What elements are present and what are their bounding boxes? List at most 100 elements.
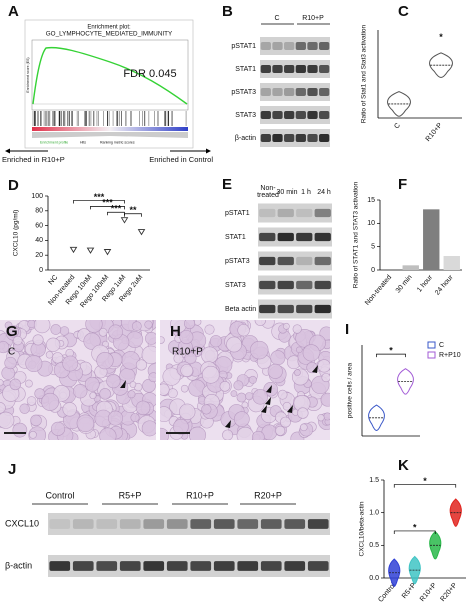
sig-label: ***: [111, 204, 122, 214]
cell: [141, 420, 156, 437]
y-tick-label: 0.0: [369, 575, 379, 582]
cell: [241, 401, 249, 409]
row-label: STAT1: [235, 66, 256, 73]
y-tick-label: 0.5: [369, 542, 379, 549]
row-label: pSTAT1: [231, 43, 256, 50]
cell: [179, 330, 194, 345]
panel-letter: B: [222, 3, 233, 20]
blot-band: [319, 42, 330, 50]
blot-band: [272, 65, 283, 73]
blot-band: [237, 561, 259, 571]
sig-bracket: [124, 213, 142, 217]
cell: [41, 392, 60, 411]
y-label: positive cells / area: [347, 362, 354, 418]
blot-band: [284, 519, 306, 529]
y-tick-label: 0: [39, 267, 43, 274]
panel-letter: F: [398, 176, 407, 193]
x-tick-label: R5+P: [401, 582, 418, 600]
violin-outline: [397, 368, 414, 395]
cell: [302, 344, 320, 362]
blot-band: [259, 232, 276, 242]
x-tick-label: R20+P: [439, 582, 458, 603]
column-label: 30 min: [276, 189, 297, 196]
row-label: pSTAT3: [231, 89, 256, 96]
blot-band: [213, 519, 235, 529]
cell: [180, 384, 189, 393]
cell: [89, 392, 97, 400]
row-label: CXCL10: [5, 518, 39, 528]
cell: [233, 411, 250, 427]
cell: [172, 418, 189, 435]
y-label: Enrichment score (ES): [26, 57, 30, 92]
blot-bg: [258, 227, 332, 247]
blot-band: [260, 88, 271, 96]
sig-label: *: [413, 522, 417, 532]
cell: [25, 379, 33, 388]
cell: [0, 379, 4, 387]
cell: [230, 390, 238, 398]
cell: [321, 372, 330, 383]
blot-band: [307, 42, 318, 50]
cell: [148, 372, 156, 383]
cell: [299, 423, 308, 432]
cell: [184, 351, 197, 365]
gsea-title: Enrichment plot:: [87, 25, 131, 31]
group-label: R10+P: [186, 490, 214, 500]
legend-swatch: [427, 341, 436, 349]
x-tick-label: 30 min: [395, 274, 414, 295]
blot-band: [314, 256, 331, 266]
x-tick-label: 1 hour: [416, 273, 435, 293]
cell: [83, 332, 101, 350]
y-tick-label: 40: [35, 237, 43, 244]
blot-band: [284, 561, 306, 571]
blot-band: [307, 111, 318, 119]
blot-band: [259, 280, 276, 290]
sig-bracket: [376, 353, 406, 358]
violin-outline: [368, 404, 385, 432]
cell: [12, 422, 28, 438]
y-tick-label: 10: [367, 220, 375, 227]
blot-band: [296, 232, 313, 242]
blot-band: [119, 561, 141, 571]
blot-band: [190, 519, 212, 529]
blot-band: [284, 42, 295, 50]
panel-letter: A: [8, 3, 19, 20]
cell: [84, 376, 100, 392]
cell: [144, 320, 153, 329]
sig-label: **: [129, 205, 137, 215]
cell: [46, 337, 61, 352]
cell: [160, 383, 170, 396]
fdr: FDR 0.045: [123, 68, 176, 80]
legend-entry: Enrichment profile: [40, 140, 68, 144]
group-label: R20+P: [254, 490, 282, 500]
cell: [180, 364, 194, 377]
cell: [96, 352, 114, 370]
cell: [201, 346, 219, 364]
x-tick-label: R10+P: [419, 582, 438, 603]
blot-band: [72, 561, 94, 571]
cell: [9, 378, 22, 391]
blot-band: [314, 280, 331, 290]
cell: [0, 411, 15, 429]
blot-bg: [260, 106, 330, 124]
violin-outline: [449, 498, 462, 527]
cell: [34, 388, 46, 400]
panel-letter: D: [8, 177, 19, 194]
cell: [317, 414, 325, 422]
group-label: C: [274, 15, 279, 22]
cell: [201, 365, 220, 384]
y-tick-label: 1.0: [369, 510, 379, 517]
cell: [296, 346, 303, 354]
blot-band: [143, 519, 165, 529]
legend-swatch: [427, 351, 436, 359]
blot-band: [260, 519, 282, 529]
arrow-head: [206, 148, 211, 154]
x-tick-label: Non-treated: [364, 274, 393, 307]
cell: [129, 381, 137, 388]
blot-band: [296, 304, 313, 314]
sig-label: *: [423, 476, 427, 486]
cell: [270, 350, 286, 366]
blot-band: [260, 134, 271, 142]
blot-bg: [258, 203, 332, 223]
blot-bg: [260, 83, 330, 101]
